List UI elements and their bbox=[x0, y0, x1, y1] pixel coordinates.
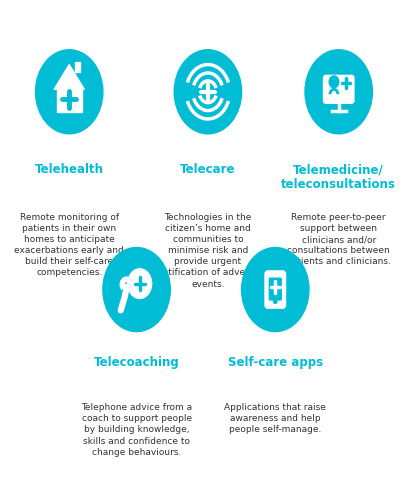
FancyBboxPatch shape bbox=[324, 76, 353, 103]
Text: Telecare: Telecare bbox=[180, 164, 236, 176]
Text: Applications that raise
awareness and help
people self-manage.: Applications that raise awareness and he… bbox=[225, 404, 326, 434]
Circle shape bbox=[174, 50, 241, 134]
Text: Technologies in the
citizen’s home and
communities to
minimise risk and
provide : Technologies in the citizen’s home and c… bbox=[157, 213, 259, 288]
Text: Telemedicine/
teleconsultations: Telemedicine/ teleconsultations bbox=[281, 164, 396, 192]
Polygon shape bbox=[75, 62, 80, 72]
Text: Telecoaching: Telecoaching bbox=[94, 356, 180, 370]
Circle shape bbox=[103, 248, 170, 332]
Text: Telehealth: Telehealth bbox=[35, 164, 104, 176]
Text: Telephone advice from a
coach to support people
by building knowledge,
skills an: Telephone advice from a coach to support… bbox=[81, 404, 192, 456]
Text: Remote monitoring of
patients in their own
homes to anticipate
exacerbations ear: Remote monitoring of patients in their o… bbox=[14, 213, 124, 278]
Text: Remote peer-to-peer
support between
clinicians and/or
consultations between
pati: Remote peer-to-peer support between clin… bbox=[286, 213, 391, 266]
Circle shape bbox=[305, 50, 372, 134]
Circle shape bbox=[35, 50, 103, 134]
Polygon shape bbox=[56, 87, 82, 112]
FancyBboxPatch shape bbox=[269, 278, 281, 300]
Circle shape bbox=[128, 269, 152, 298]
Polygon shape bbox=[54, 64, 84, 90]
Circle shape bbox=[329, 76, 339, 88]
Circle shape bbox=[241, 248, 309, 332]
Text: Self-care apps: Self-care apps bbox=[228, 356, 323, 370]
FancyBboxPatch shape bbox=[265, 272, 285, 308]
Circle shape bbox=[274, 300, 277, 304]
